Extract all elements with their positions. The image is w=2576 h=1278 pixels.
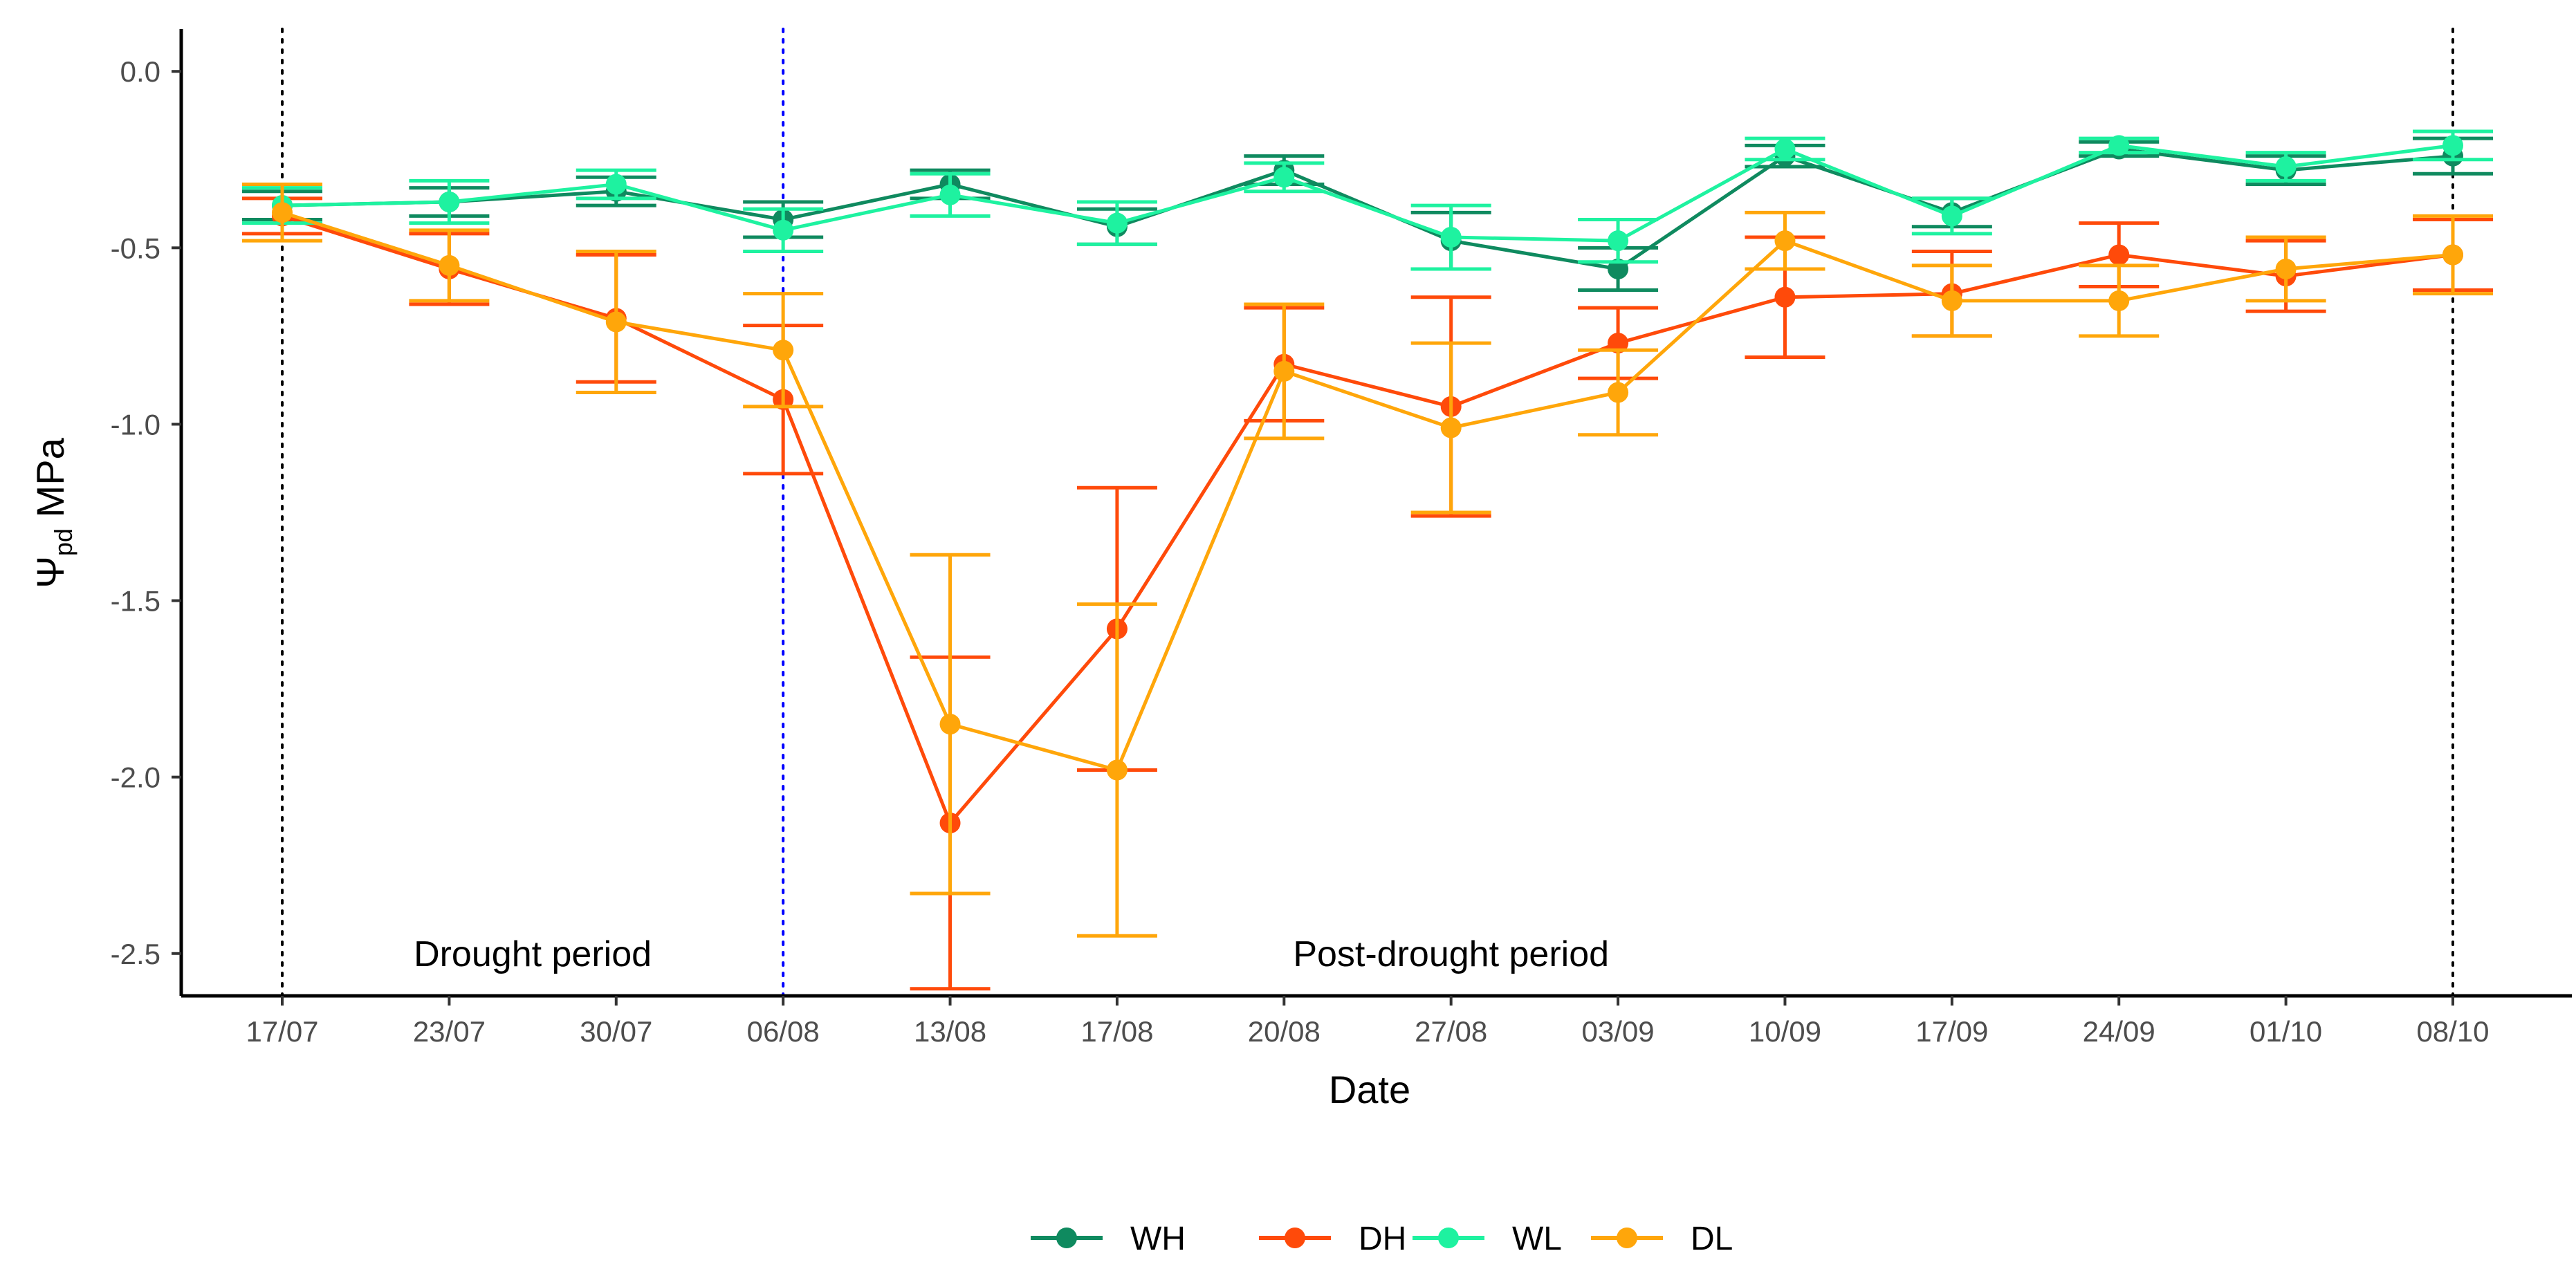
data-point-dl (1440, 417, 1462, 438)
data-point-wl (1273, 167, 1295, 188)
x-tick-label: 17/09 (1915, 1015, 1988, 1048)
data-point-dl (773, 340, 794, 361)
series-line-dh (282, 214, 2454, 825)
data-point-wh (1608, 258, 1629, 279)
y-tick-label: -2.0 (111, 761, 160, 794)
legend-key-point (1056, 1228, 1077, 1248)
x-tick-label: 06/08 (747, 1015, 820, 1048)
data-point-wl (1941, 205, 1962, 227)
data-point-dh (1774, 286, 1796, 308)
legend: WH DH WL DL (1031, 1221, 1733, 1257)
x-tick-label: 03/09 (1582, 1015, 1655, 1048)
annotation-1: Post-drought period (1293, 934, 1609, 974)
data-point-dl (272, 202, 293, 223)
x-ticks: 17/07 23/07 30/07 06/08 13/08 17/08 20/08 27/08… (246, 996, 2490, 1048)
x-tick-label: 24/09 (2083, 1015, 2155, 1048)
series-line-dl (282, 210, 2454, 772)
legend-label: WH (1130, 1221, 1186, 1257)
y-axis-title-symbol: Ψ (28, 556, 72, 589)
legend-item-dh: DH (1259, 1221, 1406, 1257)
legend-key-point (1617, 1228, 1637, 1248)
y-axis-title-unit: MPa (28, 437, 72, 528)
data-point-wl (2108, 135, 2130, 156)
data-point-wl (2442, 135, 2463, 156)
legend-label: DH (1359, 1221, 1406, 1257)
data-point-wl (773, 219, 794, 241)
data-point-dl (1608, 382, 1629, 403)
data-point-dl (1774, 230, 1796, 252)
legend-item-dl: DL (1591, 1221, 1733, 1257)
data-point-wl (605, 174, 627, 195)
svg-text:Ψpd MPa: Ψpd MPa (28, 437, 77, 588)
y-tick-label: -0.5 (111, 232, 160, 264)
x-tick-label: 20/08 (1248, 1015, 1321, 1048)
reference-lines (281, 28, 2454, 997)
data-point-wl (1106, 212, 1128, 234)
x-tick-label: 17/08 (1080, 1015, 1153, 1048)
x-tick-label: 13/08 (914, 1015, 986, 1048)
data-point-wl (1608, 230, 1629, 252)
series-line-wl (282, 143, 2454, 243)
data-point-dh (1608, 333, 1629, 354)
series-layer (242, 129, 2493, 991)
data-point-dl (1106, 759, 1128, 781)
data-point-dh (2108, 244, 2130, 266)
y-ticks: 0.0 -0.5 -1.0 -1.5 -2.0 -2.5 (111, 55, 181, 970)
data-point-dl (605, 311, 627, 333)
legend-item-wl: WL (1413, 1221, 1562, 1257)
y-tick-label: 0.0 (120, 55, 160, 88)
data-point-dl (439, 254, 460, 276)
data-point-wl (2275, 156, 2297, 177)
y-axis-title-subscript: pd (49, 528, 77, 556)
x-axis-title: Date (1329, 1068, 1410, 1111)
data-point-dl (2108, 290, 2130, 311)
axes (179, 29, 2572, 998)
data-point-wl (1774, 138, 1796, 160)
x-tick-label: 17/07 (246, 1015, 318, 1048)
data-point-dl (2275, 258, 2297, 279)
legend-key-point (1285, 1228, 1305, 1248)
data-point-wl (1440, 227, 1462, 248)
y-tick-label: -1.5 (111, 585, 160, 618)
y-axis-title: Ψpd MPa (28, 437, 77, 588)
x-tick-label: 27/08 (1415, 1015, 1487, 1048)
x-tick-label: 10/09 (1749, 1015, 1821, 1048)
legend-label: DL (1691, 1221, 1733, 1257)
series-dl (242, 182, 2493, 938)
legend-label: WL (1512, 1221, 1562, 1257)
y-tick-label: -1.0 (111, 408, 160, 441)
period-annotations: Drought period Post-drought period (414, 934, 1609, 974)
x-tick-label: 08/10 (2416, 1015, 2489, 1048)
x-tick-label: 23/07 (413, 1015, 486, 1048)
series-wh (242, 136, 2493, 293)
legend-item-wh: WH (1031, 1221, 1186, 1257)
annotation-0: Drought period (414, 934, 652, 974)
data-point-wl (939, 184, 961, 205)
data-point-dl (939, 714, 961, 735)
series-wl (242, 129, 2493, 271)
series-dh (242, 196, 2493, 991)
y-tick-label: -2.5 (111, 938, 160, 970)
data-point-dl (1941, 290, 1962, 311)
data-point-dl (2442, 244, 2463, 266)
data-point-wl (439, 192, 460, 213)
x-tick-label: 01/10 (2250, 1015, 2322, 1048)
data-point-dl (1273, 360, 1295, 382)
legend-key-point (1438, 1228, 1459, 1248)
x-tick-label: 30/07 (580, 1015, 652, 1048)
